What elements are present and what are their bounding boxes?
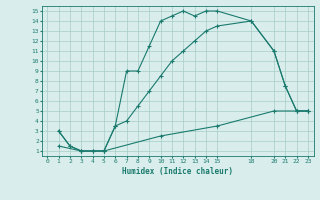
X-axis label: Humidex (Indice chaleur): Humidex (Indice chaleur) — [122, 167, 233, 176]
